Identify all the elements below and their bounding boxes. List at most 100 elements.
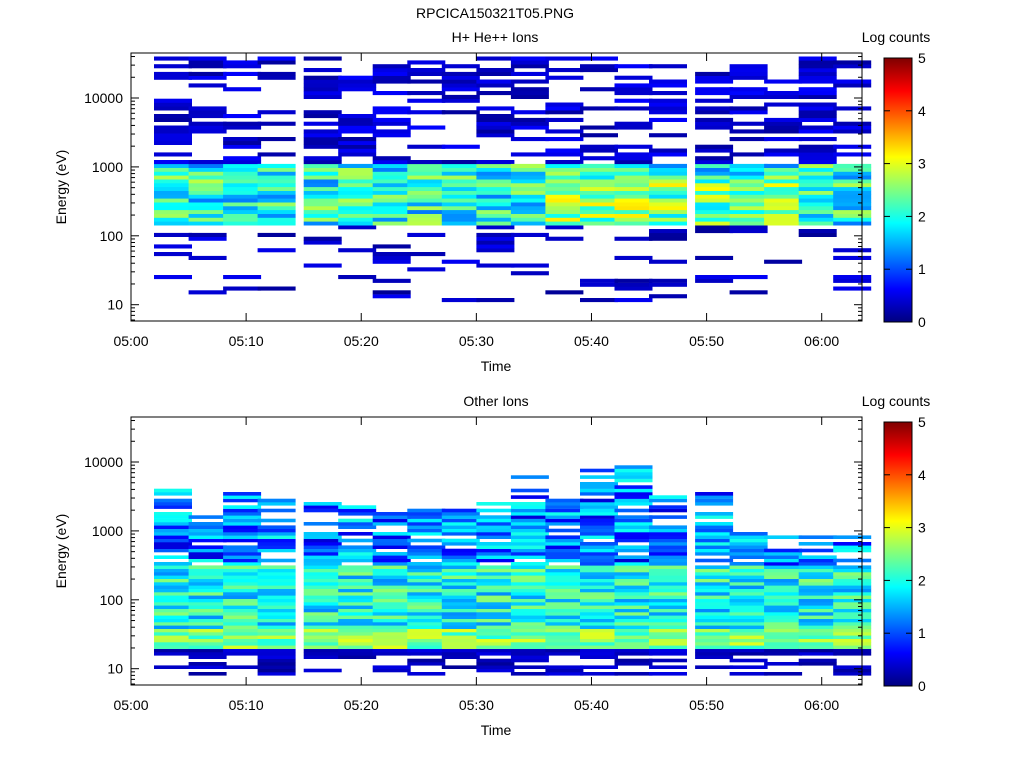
heatmap-cell [833, 622, 872, 626]
heatmap-cell [614, 635, 653, 639]
heatmap-cell [223, 125, 262, 130]
heatmap-cell [372, 652, 411, 656]
heatmap-cell [649, 91, 687, 96]
heatmap-cell [510, 562, 549, 566]
heatmap-cell [510, 602, 549, 606]
heatmap-cell [476, 190, 515, 195]
heatmap-cell [154, 555, 192, 559]
heatmap-cell [407, 71, 446, 76]
heatmap-cell [154, 598, 192, 603]
heatmap-cell [580, 144, 618, 149]
heatmap-cell [223, 528, 262, 533]
heatmap-cell [614, 278, 653, 283]
heatmap-cell [476, 535, 515, 539]
heatmap-cell [188, 167, 227, 172]
heatmap-cell [372, 565, 411, 569]
heatmap-cell [695, 275, 734, 280]
heatmap-cell [614, 171, 653, 176]
heatmap-cell [223, 532, 262, 536]
heatmap-cell [257, 572, 296, 576]
heatmap-cell [833, 582, 872, 586]
heatmap-cell [303, 602, 342, 606]
heatmap-cell [154, 522, 192, 526]
heatmap-cell [695, 608, 734, 613]
heatmap-cell [614, 535, 653, 539]
heatmap-cell [798, 160, 837, 165]
y-tick-label: 10000 [84, 454, 123, 470]
heatmap-cell [188, 575, 227, 579]
heatmap-cell [223, 625, 262, 629]
heatmap-cell [833, 163, 872, 168]
x-tick-label: 05:00 [113, 697, 148, 713]
heatmap-cell [223, 140, 262, 145]
heatmap-cell [188, 552, 227, 556]
heatmap-cell [372, 202, 411, 207]
heatmap-cell [649, 552, 687, 556]
heatmap-cell [510, 615, 549, 619]
heatmap-cell [580, 645, 618, 649]
heatmap-cell [372, 592, 411, 596]
heatmap-cell [764, 137, 803, 142]
heatmap-cell [695, 217, 734, 222]
heatmap-cell [407, 588, 446, 593]
heatmap-cell [649, 528, 687, 533]
heatmap-cell [188, 625, 227, 629]
heatmap-cell [257, 502, 296, 506]
heatmap-cell [729, 628, 768, 633]
heatmap-cell [764, 129, 803, 134]
heatmap-cell [580, 665, 618, 669]
heatmap-cell [154, 117, 192, 122]
heatmap-cell [833, 255, 872, 260]
heatmap-cell [833, 167, 872, 172]
heatmap-cell [510, 475, 549, 479]
heatmap-cell [257, 163, 296, 168]
heatmap-cell [614, 472, 653, 476]
heatmap-cell [545, 635, 584, 639]
heatmap-cell [257, 137, 296, 142]
heatmap-cell [614, 485, 653, 489]
heatmap-cell [580, 156, 618, 161]
heatmap-cell [545, 645, 584, 649]
heatmap-cell [188, 612, 227, 616]
heatmap-cell [338, 183, 377, 188]
heatmap-cell [303, 535, 342, 539]
heatmap-cell [614, 209, 653, 214]
heatmap-cell [441, 206, 480, 211]
heatmap-cell [257, 615, 296, 619]
heatmap-cell [695, 578, 734, 583]
heatmap-cell [188, 628, 227, 633]
heatmap-cell [372, 595, 411, 599]
heatmap-cell [476, 602, 515, 606]
heatmap-cell [614, 672, 653, 676]
heatmap-cell [372, 598, 411, 603]
heatmap-cell [372, 522, 411, 526]
heatmap-cell [764, 602, 803, 606]
heatmap-cell [580, 175, 618, 180]
heatmap-cell [510, 79, 549, 84]
heatmap-cell [223, 167, 262, 172]
heatmap-cell [476, 635, 515, 639]
heatmap-cell [729, 68, 768, 73]
heatmap-cell [545, 612, 584, 616]
heatmap-cell [798, 575, 837, 579]
heatmap-cell [545, 542, 584, 546]
heatmap-cell [407, 562, 446, 566]
heatmap-cell [476, 625, 515, 629]
heatmap-cell [649, 179, 687, 184]
heatmap-cell [441, 538, 480, 543]
heatmap-cell [580, 555, 618, 559]
heatmap-cell [338, 114, 377, 119]
heatmap-cell [372, 618, 411, 623]
heatmap-cell [372, 622, 411, 626]
heatmap-cell [764, 198, 803, 203]
heatmap-cell [257, 585, 296, 589]
heatmap-cell [476, 183, 515, 188]
heatmap-cell [223, 87, 262, 92]
heatmap-cell [614, 282, 653, 287]
heatmap-cell [257, 198, 296, 203]
heatmap-cell [764, 94, 803, 99]
heatmap-cell [798, 79, 837, 84]
heatmap-cell [764, 183, 803, 188]
heatmap-cell [476, 582, 515, 586]
heatmap-cell [372, 578, 411, 583]
